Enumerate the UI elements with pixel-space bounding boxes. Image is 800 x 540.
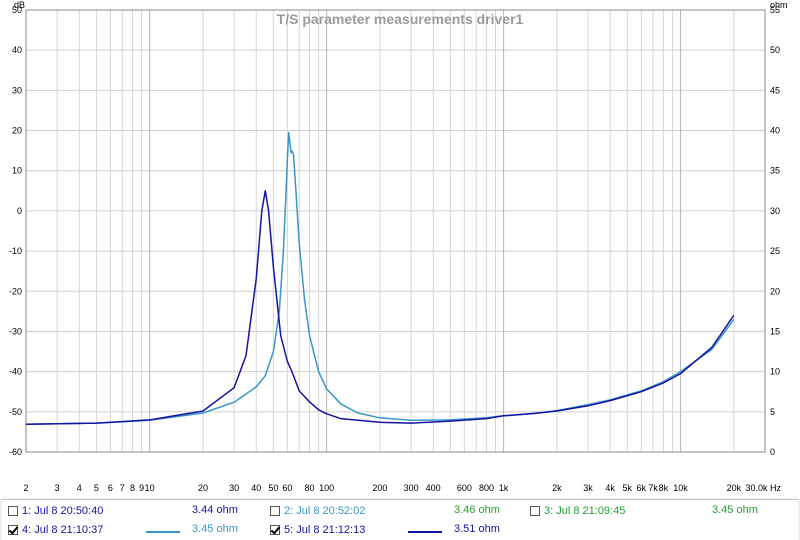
x-tick-label: 6 <box>108 483 113 493</box>
x-tick-label: 9 <box>139 483 144 493</box>
y2-tick-label: 0 <box>770 447 775 457</box>
legend: 1: Jul 8 20:50:40 3.44 ohm 2: Jul 8 20:5… <box>2 499 798 540</box>
series-layer <box>25 131 735 426</box>
y-tick-label: -20 <box>9 286 22 296</box>
series-line-5 <box>25 190 735 426</box>
x-tick-label: 50 <box>268 483 278 493</box>
y-tick-label: -50 <box>9 407 22 417</box>
x-tick-label: 80 <box>304 483 314 493</box>
legend-label-3: 3: Jul 8 21:09:45 <box>544 505 626 517</box>
legend-item-2[interactable]: 2: Jul 8 20:52:02 <box>270 502 365 520</box>
x-tick-label: 300 <box>404 483 419 493</box>
legend-item-4[interactable]: 4: Jul 8 21:10:37 <box>8 521 103 539</box>
legend-checkbox-3[interactable] <box>530 506 540 516</box>
legend-value-4: 3.45 ohm <box>192 523 238 535</box>
legend-swatch-5 <box>408 531 442 533</box>
legend-checkbox-1[interactable] <box>8 506 18 516</box>
legend-label-1: 1: Jul 8 20:50:40 <box>22 505 104 517</box>
x-tick-label: 2k <box>552 483 562 493</box>
y2-tick-label: 5 <box>770 407 775 417</box>
x-tick-label: 10 <box>145 483 155 493</box>
legend-value-1: 3.44 ohm <box>192 504 238 516</box>
y2-tick-label: 50 <box>770 45 780 55</box>
y-tick-label: -10 <box>9 246 22 256</box>
y2-tick-label: 45 <box>770 85 780 95</box>
y2-tick-label: 15 <box>770 326 780 336</box>
legend-value-2: 3.46 ohm <box>454 504 500 516</box>
y2-tick-label: 40 <box>770 126 780 136</box>
y-tick-label: 20 <box>12 126 22 136</box>
x-tick-label: 40 <box>251 483 261 493</box>
series-line-4 <box>25 131 735 426</box>
y2-tick-label: 20 <box>770 286 780 296</box>
legend-checkbox-2[interactable] <box>270 506 280 516</box>
y-axis-unit-right: ohm <box>770 0 788 10</box>
x-tick-label: 8k <box>659 483 669 493</box>
x-tick-label: 30.0k Hz <box>745 483 781 493</box>
y-tick-label: 30 <box>12 85 22 95</box>
x-tick-label: 10k <box>673 483 688 493</box>
legend-value-3: 3.45 ohm <box>712 504 758 516</box>
y2-tick-label: 35 <box>770 166 780 176</box>
grid-lines <box>25 9 766 453</box>
y-tick-label: -30 <box>9 326 22 336</box>
x-tick-label: 6k <box>637 483 647 493</box>
y2-tick-label: 30 <box>770 206 780 216</box>
legend-item-3[interactable]: 3: Jul 8 21:09:45 <box>530 502 625 520</box>
legend-item-1[interactable]: 1: Jul 8 20:50:40 <box>8 502 103 520</box>
legend-value-5: 3.51 ohm <box>454 523 500 535</box>
legend-item-5[interactable]: 5: Jul 8 21:12:13 <box>270 521 365 539</box>
x-tick-label: 1k <box>499 483 509 493</box>
x-tick-label: 800 <box>479 483 494 493</box>
x-tick-label: 200 <box>372 483 387 493</box>
legend-label-2: 2: Jul 8 20:52:02 <box>284 505 366 517</box>
x-tick-label: 3k <box>583 483 593 493</box>
x-tick-label: 20k <box>727 483 742 493</box>
legend-checkbox-4[interactable] <box>8 525 18 535</box>
y-tick-label: 40 <box>12 45 22 55</box>
legend-checkbox-5[interactable] <box>270 525 280 535</box>
chart-title: T/S parameter measurements driver1 <box>277 11 524 27</box>
y-tick-label: 10 <box>12 166 22 176</box>
x-tick-label: 5k <box>623 483 633 493</box>
x-tick-label: 2 <box>23 483 28 493</box>
x-tick-label: 100 <box>319 483 334 493</box>
y-tick-label: -60 <box>9 447 22 457</box>
y-tick-label: -40 <box>9 367 22 377</box>
y-tick-label: 0 <box>17 206 22 216</box>
plot-frame <box>25 9 766 453</box>
x-tick-label: 20 <box>198 483 208 493</box>
x-tick-label: 7k <box>648 483 658 493</box>
y-tick-label: 50 <box>12 5 22 15</box>
x-tick-label: 400 <box>426 483 441 493</box>
y-axis-unit-left: dB <box>14 0 25 10</box>
x-tick-label: 7 <box>120 483 125 493</box>
y2-tick-label: 25 <box>770 246 780 256</box>
x-tick-label: 3 <box>55 483 60 493</box>
legend-swatch-4 <box>146 531 180 533</box>
x-tick-label: 30 <box>229 483 239 493</box>
x-tick-label: 4k <box>605 483 615 493</box>
x-tick-label: 4 <box>77 483 82 493</box>
legend-label-4: 4: Jul 8 21:10:37 <box>22 524 104 536</box>
x-tick-label: 60 <box>282 483 292 493</box>
x-tick-label: 5 <box>94 483 99 493</box>
y2-tick-label: 10 <box>770 367 780 377</box>
x-tick-label: 8 <box>130 483 135 493</box>
y2-tick-label: 55 <box>770 5 780 15</box>
legend-label-5: 5: Jul 8 21:12:13 <box>284 524 366 536</box>
x-tick-label: 600 <box>457 483 472 493</box>
